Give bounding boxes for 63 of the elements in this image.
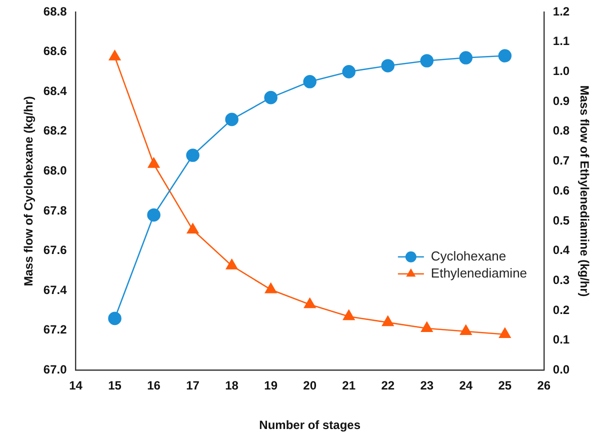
x-tick-label: 21 <box>342 378 356 393</box>
y-tick-label: 67.2 <box>43 322 68 337</box>
y2-tick-label: 0.3 <box>552 272 570 287</box>
y-tick-label: 68.4 <box>43 84 68 98</box>
point <box>382 316 394 326</box>
y2-tick-label: 1.2 <box>552 4 570 18</box>
y-tick-label: 67.4 <box>43 282 68 297</box>
y-tick-label: 67.0 <box>43 362 68 377</box>
y2-tick-label: 0.1 <box>552 332 570 347</box>
y2-axis-title: Mass flow of Ethylenediamine (kg/hr) <box>577 85 592 297</box>
x-tick-label: 14 <box>69 378 83 393</box>
point <box>304 298 316 308</box>
x-tick-label: 19 <box>264 378 278 393</box>
y2-tick-label: 0.2 <box>552 302 570 317</box>
x-tick-label: 23 <box>420 378 434 393</box>
point <box>381 59 395 72</box>
point <box>460 324 472 336</box>
point <box>303 75 316 88</box>
y2-tick-label: 0.7 <box>552 154 570 168</box>
y2-tick-label: 1.1 <box>552 34 570 48</box>
point <box>342 65 356 78</box>
y-tick-label: 68.6 <box>43 44 68 58</box>
point <box>264 90 278 104</box>
point <box>499 328 511 338</box>
point <box>147 208 160 222</box>
y-tick-label: 68.2 <box>43 124 68 138</box>
x-tick-label: 17 <box>186 378 200 393</box>
point <box>420 54 434 68</box>
y-tick-label: 67.6 <box>43 243 68 258</box>
point <box>225 112 238 126</box>
x-tick-label: 16 <box>147 378 161 393</box>
point <box>186 148 200 162</box>
point <box>498 49 512 62</box>
point <box>459 51 473 64</box>
x-tick-label: 20 <box>303 378 317 393</box>
x-axis-title: Number of stages <box>259 418 361 432</box>
x-tick-label: 25 <box>498 378 512 393</box>
point <box>421 322 433 332</box>
x-tick-label: 22 <box>381 378 395 393</box>
y2-tick-label: 0.5 <box>552 213 570 228</box>
x-tick-label: 15 <box>108 378 122 393</box>
point <box>186 223 199 234</box>
legend-label: Ethylenediamine <box>430 265 528 280</box>
x-tick-label: 18 <box>225 378 239 393</box>
y2-tick-label: 1.0 <box>552 64 570 78</box>
y2-tick-label: 0.6 <box>552 183 570 198</box>
y-tick-label: 67.8 <box>43 203 68 218</box>
y2-tick-label: 0.9 <box>552 94 570 108</box>
y-tick-label: 68.0 <box>43 164 68 178</box>
point <box>264 282 277 294</box>
y2-tick-label: 0.4 <box>552 243 570 258</box>
point <box>226 259 238 270</box>
x-tick-label: 26 <box>537 378 551 393</box>
point <box>148 158 160 168</box>
y2-tick-label: 0.8 <box>552 124 570 138</box>
point <box>108 312 122 326</box>
y-tick-label: 68.8 <box>43 4 68 18</box>
y-axis-title: Mass flow of Cyclohexane (kg/hr) <box>22 96 36 286</box>
y2-tick-label: 0.0 <box>552 362 570 377</box>
point <box>343 310 355 320</box>
point <box>108 50 121 60</box>
x-tick-label: 24 <box>459 378 473 393</box>
legend-label: Cyclohexane <box>430 248 506 264</box>
